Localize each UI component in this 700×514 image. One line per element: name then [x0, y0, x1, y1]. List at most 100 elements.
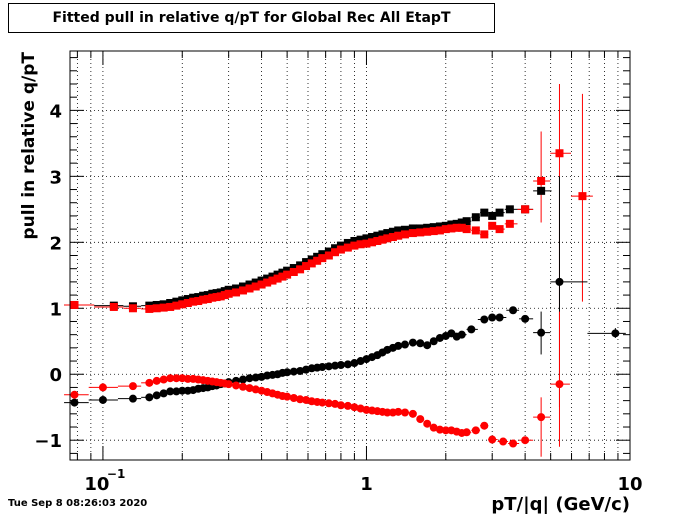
square-marker — [505, 205, 514, 214]
square-marker — [336, 245, 345, 254]
y-tick-label: −1 — [34, 431, 62, 452]
circle-marker — [537, 328, 546, 337]
square-marker — [208, 293, 217, 302]
y-tick-label: 1 — [49, 299, 62, 320]
square-marker — [307, 259, 316, 268]
circle-marker — [429, 337, 438, 346]
circle-marker — [495, 313, 504, 322]
square-marker — [388, 233, 397, 242]
circle-marker — [488, 435, 497, 444]
square-marker — [216, 292, 225, 301]
square-marker — [166, 302, 175, 311]
square-marker — [368, 233, 377, 242]
circle-marker — [509, 306, 518, 315]
square-marker — [203, 295, 212, 304]
circle-marker — [172, 387, 181, 396]
square-marker — [278, 272, 287, 281]
square-marker — [488, 221, 497, 230]
circle-marker — [462, 428, 471, 437]
square-marker — [429, 227, 438, 236]
circle-marker — [238, 382, 247, 391]
square-marker — [263, 278, 272, 287]
y-tick-label: 3 — [49, 167, 62, 188]
square-marker — [400, 225, 409, 234]
data-points — [70, 149, 620, 448]
circle-marker — [159, 389, 168, 398]
circle-marker — [400, 408, 409, 417]
square-marker — [289, 267, 298, 276]
square-marker — [350, 241, 359, 250]
x-tick-exponent: −1 — [107, 467, 125, 481]
grid-lines — [70, 51, 631, 460]
square-marker — [362, 234, 371, 243]
circle-marker — [480, 315, 489, 324]
circle-marker — [98, 395, 107, 404]
square-marker — [462, 225, 471, 234]
square-marker — [435, 226, 444, 235]
square-marker — [224, 289, 233, 298]
circle-marker — [172, 374, 181, 383]
circle-marker — [224, 380, 233, 389]
y-tick-label: 0 — [49, 365, 62, 386]
circle-marker — [471, 426, 480, 435]
circle-marker — [400, 340, 409, 349]
square-marker — [373, 236, 382, 245]
square-marker — [394, 231, 403, 240]
circle-marker — [408, 409, 417, 418]
square-marker — [378, 230, 387, 239]
square-marker — [378, 235, 387, 244]
circle-marker — [178, 386, 187, 395]
circle-marker — [423, 419, 432, 428]
x-tick-label: 1 — [360, 474, 373, 495]
x-axis-label: pT/|q| (GeV/c) — [491, 494, 630, 514]
circle-marker — [70, 390, 79, 399]
square-marker — [183, 298, 192, 307]
square-marker — [343, 243, 352, 252]
square-marker — [408, 229, 417, 238]
square-marker — [400, 230, 409, 239]
y-axis-label: pull in relative q/pT — [19, 52, 39, 240]
square-marker — [423, 227, 432, 236]
square-marker — [238, 286, 247, 295]
square-marker — [555, 149, 564, 158]
circle-marker — [537, 413, 546, 422]
circle-marker — [70, 398, 79, 407]
square-marker — [331, 248, 340, 257]
circle-marker — [289, 367, 298, 376]
circle-marker — [336, 361, 345, 370]
square-marker — [324, 251, 333, 260]
square-marker — [356, 235, 365, 244]
square-marker — [350, 236, 359, 245]
square-marker — [109, 302, 118, 311]
circle-marker — [480, 421, 489, 430]
square-marker — [70, 300, 79, 309]
square-marker — [521, 205, 530, 214]
circle-marker — [350, 403, 359, 412]
square-marker — [416, 228, 425, 237]
x-tick-label: 10 — [84, 474, 109, 495]
square-marker — [452, 223, 461, 232]
circle-marker — [152, 391, 161, 400]
square-marker — [488, 211, 497, 220]
square-marker — [457, 218, 466, 227]
square-marker — [368, 238, 377, 247]
square-marker — [471, 213, 480, 222]
circle-marker — [457, 330, 466, 339]
circle-marker — [416, 339, 425, 348]
circle-marker — [166, 387, 175, 396]
circle-marker — [251, 373, 260, 382]
circle-marker — [145, 378, 154, 387]
circle-marker — [429, 423, 438, 432]
circle-marker — [394, 341, 403, 350]
square-marker — [441, 225, 450, 234]
circle-marker — [245, 384, 254, 393]
square-marker — [505, 219, 514, 228]
square-marker — [159, 303, 168, 312]
square-marker — [383, 234, 392, 243]
square-marker — [302, 262, 311, 271]
circle-marker — [423, 341, 432, 350]
circle-marker — [611, 329, 620, 338]
circle-marker — [159, 375, 168, 384]
square-marker — [251, 282, 260, 291]
